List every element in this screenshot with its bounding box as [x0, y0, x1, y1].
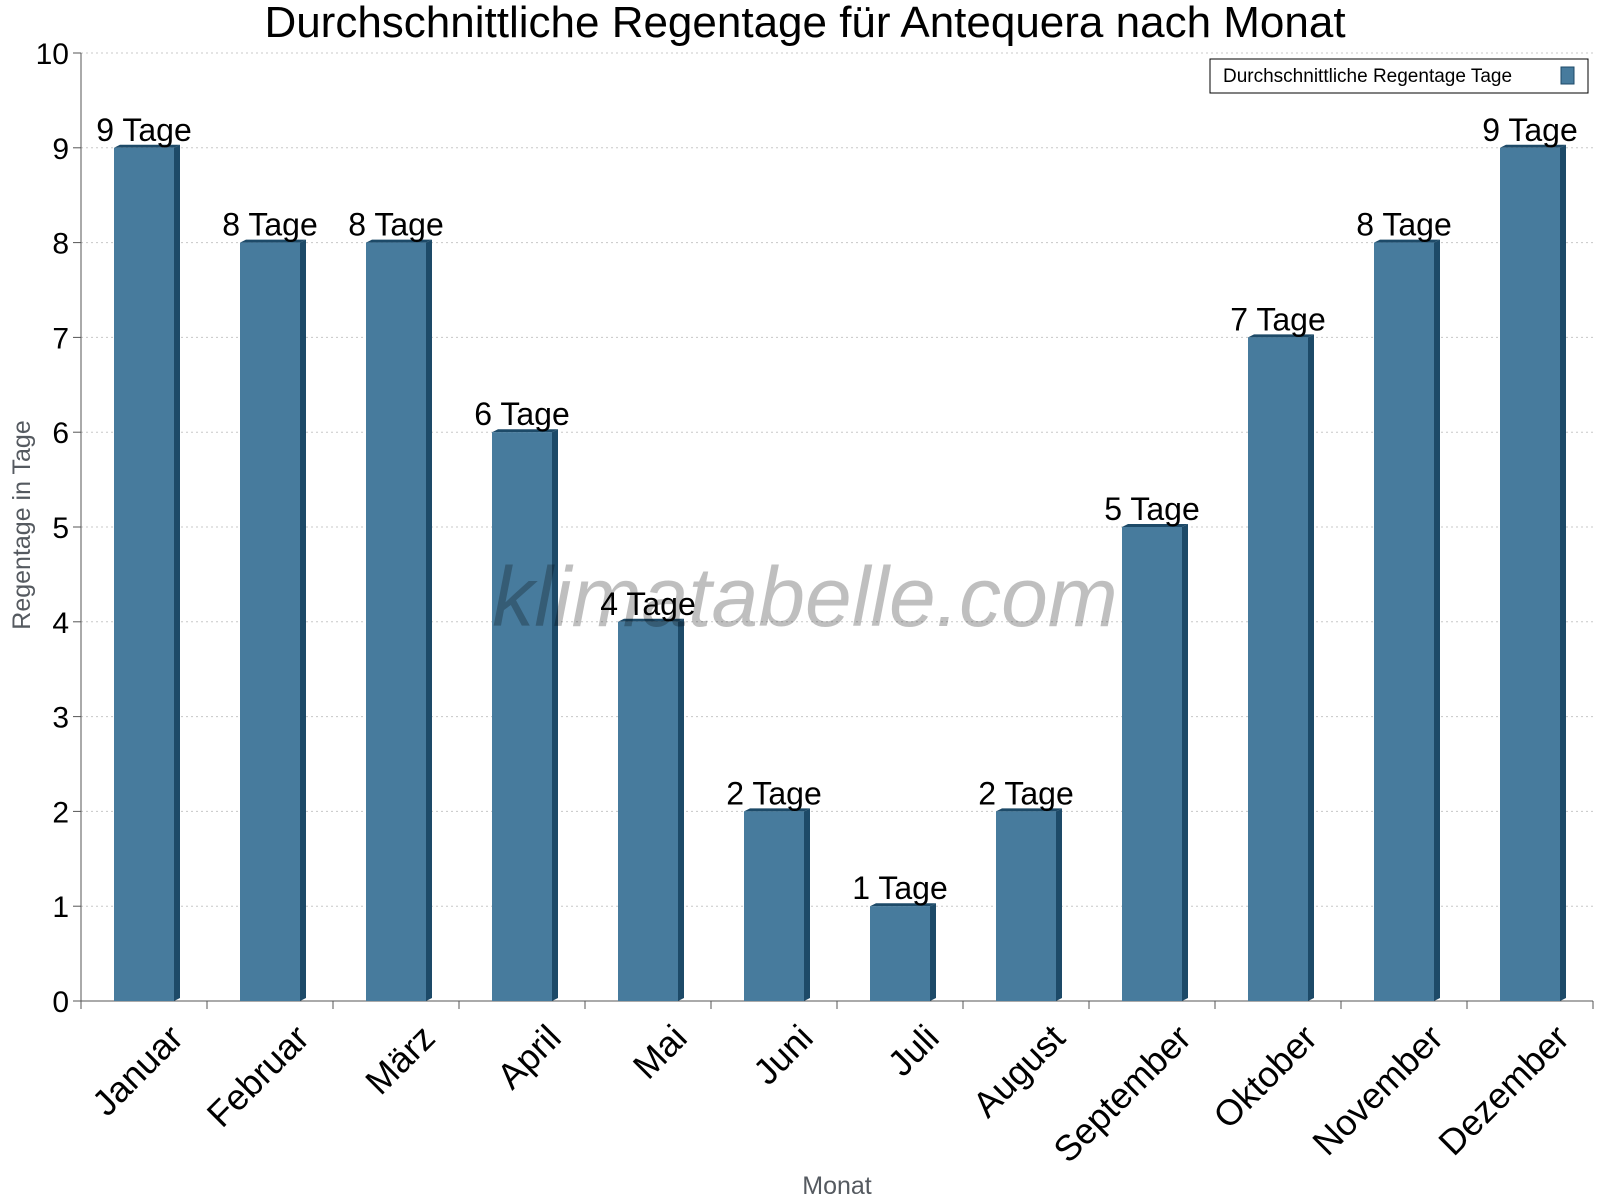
- bar-side: [1056, 808, 1062, 1001]
- bar-front: [114, 147, 174, 1002]
- bar-front: [996, 811, 1056, 1001]
- bar-front: [1122, 527, 1182, 1001]
- bar-side: [678, 618, 684, 1001]
- bar-front: [1374, 242, 1434, 1002]
- data-label: 2 Tage: [726, 775, 822, 811]
- bar-top: [618, 618, 684, 622]
- bar-front: [618, 621, 678, 1001]
- y-tick-label: 9: [52, 133, 69, 166]
- bar-top: [744, 808, 810, 812]
- bar-side: [1308, 334, 1314, 1001]
- bar-top: [1122, 524, 1188, 527]
- x-axis-label: Monat: [802, 1172, 872, 1200]
- bar-november: [1374, 239, 1440, 1002]
- bar-side: [930, 903, 936, 1001]
- x-tick-label: Juni: [745, 1017, 821, 1093]
- bar-top: [1500, 144, 1566, 148]
- data-label: 1 Tage: [852, 870, 948, 906]
- x-tick-label: Mai: [625, 1017, 695, 1087]
- y-tick-label: 1: [52, 891, 69, 924]
- watermark: klimatabelle.com: [492, 550, 1118, 644]
- bar-side: [300, 239, 306, 1002]
- bars: [114, 144, 1566, 1002]
- x-tick-label: März: [357, 1017, 443, 1103]
- bar-top: [240, 239, 306, 243]
- bar-september: [1122, 524, 1188, 1001]
- bar-mai: [618, 618, 684, 1001]
- y-tick-label: 5: [52, 512, 69, 545]
- bar-front: [366, 242, 426, 1002]
- bar-side: [1434, 239, 1440, 1002]
- bar-front: [240, 242, 300, 1002]
- bar-top: [114, 144, 180, 148]
- y-tick-label: 7: [52, 322, 69, 355]
- data-label: 4 Tage: [600, 586, 696, 622]
- bar-front: [870, 906, 930, 1001]
- x-tick-label: Februar: [199, 1017, 317, 1135]
- bar-side: [174, 144, 180, 1002]
- y-axis-ticks: 0 1 2 3 4 5 6 7 8 9 10: [36, 38, 81, 1019]
- data-label: 9 Tage: [1482, 112, 1578, 148]
- y-tick-label: 6: [52, 417, 69, 450]
- data-label: 6 Tage: [474, 396, 570, 432]
- bar-juli: [870, 903, 936, 1001]
- chart-title: Durchschnittliche Regentage für Antequer…: [264, 0, 1345, 47]
- data-label: 8 Tage: [348, 207, 444, 243]
- legend-box: [1209, 58, 1589, 94]
- legend-swatch: [1560, 66, 1575, 85]
- bar-front: [1500, 147, 1560, 1002]
- legend: Durchschnittliche Regentage Tage: [1209, 58, 1589, 94]
- bar-side: [426, 239, 432, 1002]
- bar-side: [1560, 144, 1566, 1002]
- x-tick-label: September: [1045, 1017, 1199, 1171]
- x-tick-label: Januar: [84, 1017, 191, 1124]
- data-labels: 9 Tage 8 Tage 8 Tage 6 Tage 4 Tage 2 Tage 1 Ta…: [96, 112, 1578, 906]
- bar-august: [996, 808, 1062, 1001]
- y-tick-label: 2: [52, 796, 69, 829]
- y-tick-label: 10: [36, 38, 69, 71]
- bar-side: [552, 429, 558, 1001]
- bar-märz: [366, 239, 432, 1002]
- bar-top: [1374, 239, 1440, 243]
- data-label: 2 Tage: [978, 775, 1074, 811]
- bar-side: [1182, 524, 1188, 1001]
- bar-oktober: [1248, 334, 1314, 1001]
- x-tick-label: Dezember: [1430, 1017, 1576, 1163]
- x-tick-label: Juli: [880, 1017, 947, 1084]
- x-tick-label: Oktober: [1205, 1017, 1325, 1137]
- y-tick-label: 0: [52, 986, 69, 1019]
- y-tick-label: 8: [52, 228, 69, 261]
- bar-april: [492, 429, 558, 1001]
- bar-top: [996, 808, 1062, 812]
- x-tick-label: November: [1304, 1017, 1450, 1163]
- x-axis-ticks: Januar Februar März April Mai Juni Juli AugustS…: [80, 1001, 1594, 1171]
- bar-front: [1248, 337, 1308, 1001]
- bar-front: [492, 432, 552, 1001]
- bar-top: [492, 429, 558, 433]
- bar-februar: [240, 239, 306, 1002]
- data-label: 9 Tage: [96, 112, 192, 148]
- bar-top: [366, 239, 432, 243]
- y-tick-label: 4: [52, 607, 69, 640]
- bar-juni: [744, 808, 810, 1001]
- bar-front: [744, 811, 804, 1001]
- bar-top: [1248, 334, 1314, 338]
- data-label: 8 Tage: [1356, 207, 1452, 243]
- gridlines: [81, 52, 1593, 907]
- data-label: 8 Tage: [222, 207, 318, 243]
- x-tick-label: August: [965, 1017, 1073, 1125]
- bar-januar: [114, 144, 180, 1002]
- bar-side: [804, 808, 810, 1001]
- data-label: 7 Tage: [1230, 301, 1326, 337]
- bar-dezember: [1500, 144, 1566, 1002]
- x-tick-label: April: [489, 1017, 569, 1097]
- data-label: 5 Tage: [1104, 491, 1200, 527]
- y-axis-label: Regentage in Tage: [8, 420, 36, 629]
- bar-top: [870, 903, 936, 907]
- legend-label: Durchschnittliche Regentage Tage: [1223, 66, 1512, 87]
- y-tick-label: 3: [52, 702, 69, 735]
